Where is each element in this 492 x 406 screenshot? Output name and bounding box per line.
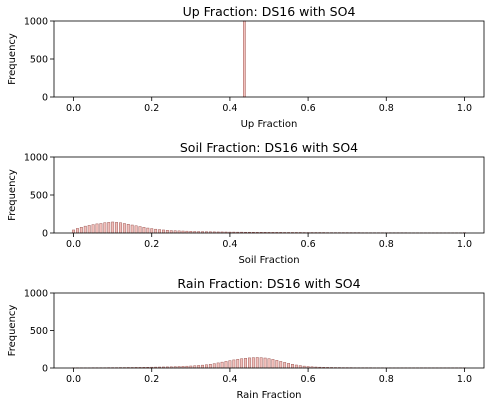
histogram-bar [255, 357, 259, 369]
histogram-bar [134, 225, 138, 234]
histogram-bar [224, 361, 228, 369]
histogram-bar [232, 359, 236, 369]
x-tick-label: 1.0 [457, 374, 472, 385]
histogram-bar [103, 222, 107, 234]
histogram-bar [154, 228, 158, 234]
x-tick-label: 0.0 [66, 374, 81, 385]
histogram-bar [83, 225, 87, 234]
histogram-bar [79, 227, 83, 234]
histogram-bar [95, 223, 99, 234]
chart-title: Soil Fraction: DS16 with SO4 [180, 140, 358, 155]
y-axis-label: Frequency [7, 169, 18, 221]
histogram-bar [243, 20, 246, 98]
y-tick-label: 0 [42, 93, 48, 104]
y-tick-label: 500 [30, 191, 48, 202]
histogram-bar [91, 224, 95, 234]
histogram-bar [76, 228, 79, 234]
x-tick-label: 0.2 [144, 103, 159, 114]
x-tick-label: 0.6 [301, 374, 316, 385]
x-tick-label: 0.4 [222, 239, 237, 250]
y-tick-label: 0 [42, 229, 48, 240]
histogram-bar [291, 364, 294, 369]
x-tick-label: 0.0 [66, 103, 81, 114]
histogram-bar [240, 358, 244, 369]
histogram-bar [165, 230, 169, 234]
histogram-bar [220, 361, 224, 369]
x-tick-label: 0.8 [379, 103, 394, 114]
histogram-bars [243, 20, 246, 98]
y-tick-label: 500 [30, 55, 48, 66]
histogram-bar [228, 360, 232, 369]
x-tick-label: 0.4 [222, 374, 237, 385]
x-tick-label: 0.6 [301, 239, 316, 250]
histogram-bar [150, 228, 154, 234]
histogram-bar [126, 224, 130, 234]
histogram-bar [115, 222, 118, 234]
y-tick-label: 0 [42, 364, 48, 375]
chart-panel-2: 0.0 0.2 0.4 0.6 0.8 1.0 0 500 1000 Soil Fraction:… [7, 140, 485, 266]
histogram-bar [216, 362, 220, 369]
x-tick-label: 1.0 [457, 239, 472, 250]
chart-panel-3: 0.0 0.2 0.4 0.6 0.8 1.0 0 500 1000 Rain Fraction:… [7, 276, 485, 401]
x-tick-label: 0.2 [144, 374, 159, 385]
y-axis-label: Frequency [7, 305, 18, 357]
x-axis-label: Up Fraction [241, 119, 298, 130]
histogram-bar [138, 226, 142, 234]
histogram-bar [119, 222, 122, 234]
histogram-bar [279, 361, 283, 369]
x-tick-label: 1.0 [457, 103, 472, 114]
histogram-bar [267, 358, 271, 369]
histogram-bar [294, 364, 298, 369]
histogram-bar [244, 358, 248, 369]
histogram-bar [287, 363, 291, 369]
histogram-bar [130, 224, 134, 234]
chart-panel-1: 0.0 0.2 0.4 0.6 0.8 1.0 0 500 1000 Up Fraction: D… [7, 4, 485, 130]
histogram-bar [212, 363, 216, 369]
histogram-bar [111, 221, 115, 234]
histogram-bar [142, 227, 146, 234]
histogram-bar [107, 222, 111, 234]
histogram-bar [251, 357, 255, 369]
histogram-bar [275, 360, 279, 369]
chart-title: Up Fraction: DS16 with SO4 [183, 4, 356, 19]
histogram-bar [201, 364, 205, 369]
histogram-bar [271, 359, 275, 369]
x-tick-label: 0.8 [379, 374, 394, 385]
histogram-bar [259, 357, 263, 369]
chart-title: Rain Fraction: DS16 with SO4 [177, 276, 360, 291]
y-axis-label: Frequency [7, 33, 18, 85]
x-tick-label: 0.8 [379, 239, 394, 250]
y-tick-label: 1000 [24, 153, 48, 164]
histogram-bar [263, 357, 267, 369]
y-tick-label: 500 [30, 326, 48, 337]
histogram-bar [87, 225, 91, 234]
histogram-bar [158, 229, 162, 234]
y-tick-label: 1000 [24, 289, 48, 300]
histogram-bar [99, 223, 103, 234]
histogram-bar [236, 359, 240, 369]
histogram-bar [146, 227, 150, 234]
histogram-bar [248, 357, 251, 369]
histogram-bar [283, 362, 287, 369]
histogram-bars [72, 357, 466, 369]
histogram-bar [122, 223, 126, 234]
y-tick-label: 1000 [24, 17, 48, 28]
histogram-bar [162, 229, 165, 234]
x-tick-label: 0.6 [301, 103, 316, 114]
x-axis-label: Soil Fraction [238, 255, 299, 266]
x-tick-label: 0.0 [66, 239, 81, 250]
histogram-bar [208, 364, 212, 369]
x-tick-label: 0.2 [144, 239, 159, 250]
histogram-bar [205, 364, 208, 369]
x-axis-label: Rain Fraction [236, 390, 301, 401]
x-tick-label: 0.4 [222, 103, 237, 114]
histogram-bar [72, 229, 75, 234]
